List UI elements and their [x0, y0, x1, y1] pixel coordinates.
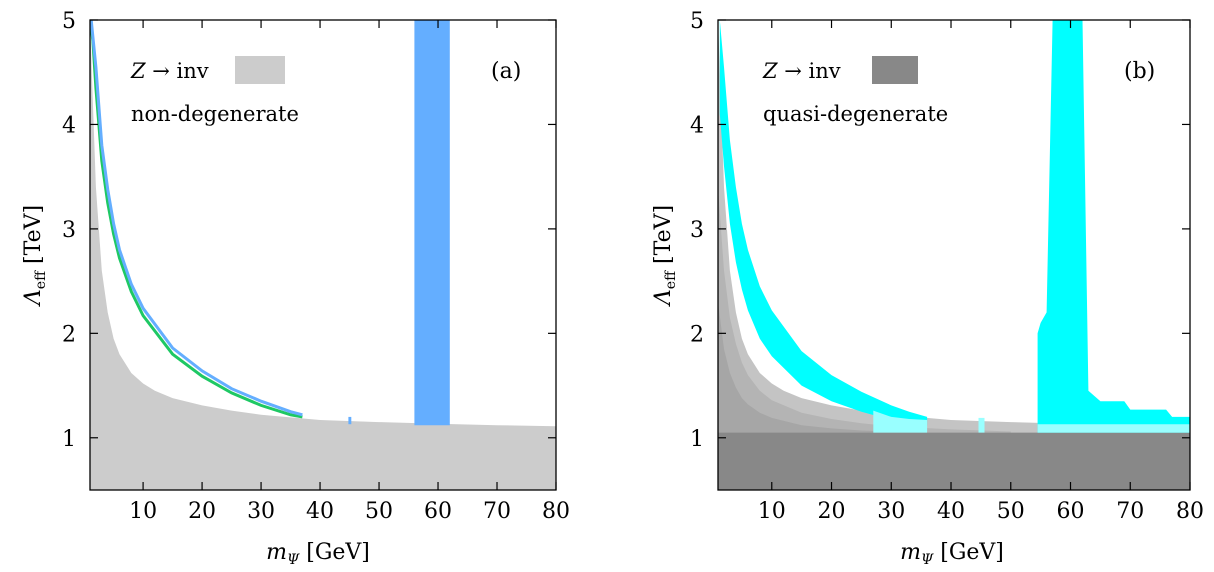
- ticks-b: 10 20 30 40 50 60 70 80 1 2 3 4 5: [690, 9, 1204, 524]
- panel-a: 10 20 30 40 50 60 70 80 1 2 3 4 5 Z → inv non-degene…: [21, 9, 570, 568]
- a-x-tick-label-30: 30: [247, 499, 275, 524]
- legend-note-b: quasi-degenerate: [763, 102, 948, 126]
- y-axis-title-b: Λeff [TeV]: [651, 205, 679, 307]
- b-x-tick-label-10: 10: [758, 499, 786, 524]
- b-x-tick-label-50: 50: [997, 499, 1025, 524]
- legend-note-a: non-degenerate: [131, 102, 299, 126]
- a-x-tick-label-40: 40: [306, 499, 334, 524]
- z-inv-region-a: [90, 20, 556, 490]
- b-x-tick-label-80: 80: [1176, 499, 1204, 524]
- allowed-curve-blue-a: [90, 20, 303, 417]
- a-y-tick-label-5: 5: [62, 9, 76, 34]
- b-x-tick-label-20: 20: [818, 499, 846, 524]
- a-x-tick-label-50: 50: [365, 499, 393, 524]
- a-y-tick-label-4: 4: [62, 113, 76, 138]
- b-y-tick-label-1: 1: [690, 427, 704, 452]
- a-x-tick-label-60: 60: [424, 499, 452, 524]
- allowed-band-curve-b: [719, 20, 928, 426]
- legend-entry-b: Z → inv: [762, 59, 841, 83]
- x-axis-title-a: mΨ [GeV]: [266, 540, 370, 568]
- a-y-tick-label-1: 1: [62, 427, 76, 452]
- b-y-tick-label-2: 2: [690, 322, 704, 347]
- legend-swatch-b: [872, 56, 918, 84]
- x-axis-title-b: mΨ [GeV]: [900, 540, 1004, 568]
- b-x-tick-label-30: 30: [877, 499, 905, 524]
- panel-b: 10 20 30 40 50 60 70 80 1 2 3 4 5 Z → inv quasi-dege…: [651, 9, 1204, 568]
- b-x-tick-label-40: 40: [937, 499, 965, 524]
- ticks-a: 10 20 30 40 50 60 70 80 1 2 3 4 5: [62, 9, 570, 524]
- z-inv-region-b: [718, 432, 1190, 490]
- a-y-tick-label-2: 2: [62, 322, 76, 347]
- allowed-region-right-overlap-b: [1037, 424, 1190, 433]
- b-x-tick-label-70: 70: [1116, 499, 1144, 524]
- plot-area-a: [90, 20, 556, 490]
- b-x-tick-label-60: 60: [1057, 499, 1085, 524]
- b-y-tick-label-5: 5: [690, 9, 704, 34]
- a-y-tick-label-3: 3: [62, 218, 76, 243]
- plot-area-b: [718, 20, 1190, 490]
- plot-frame-b: [717, 19, 1191, 491]
- a-x-tick-label-20: 20: [188, 499, 216, 524]
- legend-swatch-a: [235, 56, 285, 84]
- allowed-band-a: [414, 20, 450, 426]
- legend-entry-a: Z → inv: [130, 59, 209, 83]
- plot-frame-a: [89, 19, 557, 491]
- a-x-tick-label-80: 80: [542, 499, 570, 524]
- allowed-spike-a: [348, 416, 352, 425]
- b-y-tick-label-4: 4: [690, 113, 704, 138]
- allowed-region-right-b: [1037, 20, 1190, 433]
- panel-label-b: (b): [1124, 59, 1155, 84]
- allowed-band-overlap-b: [873, 410, 928, 433]
- a-x-tick-label-10: 10: [129, 499, 157, 524]
- shaded-region-mid-b: [718, 187, 1011, 490]
- b-y-tick-label-3: 3: [690, 218, 704, 243]
- allowed-spike-b: [978, 417, 985, 433]
- panel-label-a: (a): [491, 59, 521, 84]
- y-axis-title-a: Λeff [TeV]: [21, 205, 49, 307]
- a-x-tick-label-70: 70: [483, 499, 511, 524]
